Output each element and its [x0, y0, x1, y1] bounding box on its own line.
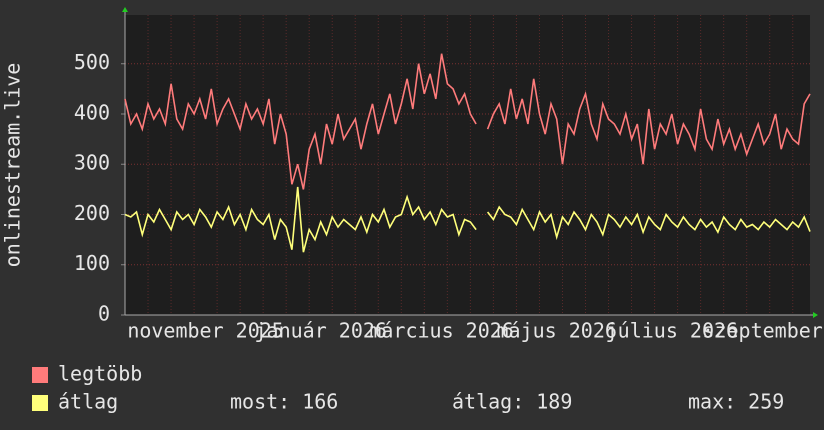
plot-area — [125, 15, 810, 315]
stat-label: max: — [688, 390, 736, 414]
stat-value: 189 — [536, 390, 572, 414]
series-line — [124, 186, 477, 253]
stat-label: átlag: — [452, 390, 524, 414]
series-line — [124, 53, 477, 190]
legend-label: legtöbb — [58, 362, 142, 386]
series-line — [486, 205, 811, 241]
x-tick-label: július 2026 — [606, 319, 738, 343]
axis-arrow — [122, 7, 128, 12]
axis-arrow — [813, 312, 818, 318]
x-tick-label: május 2026 — [497, 319, 617, 343]
stat-value: 166 — [302, 390, 338, 414]
stat-value: 259 — [748, 390, 784, 414]
legend-swatch — [32, 395, 48, 411]
y-tick-label: 500 — [74, 50, 110, 74]
legend-swatch — [32, 367, 48, 383]
series-line — [486, 78, 811, 165]
x-tick-label: szeptember 2026 — [702, 319, 824, 343]
y-tick-label: 200 — [74, 201, 110, 225]
legend-label: átlag — [58, 390, 118, 414]
y-axis-label: onlinestream.live — [1, 63, 25, 268]
y-tick-label: 400 — [74, 100, 110, 124]
x-tick-label: november 2025 — [127, 319, 284, 343]
y-tick-label: 100 — [74, 251, 110, 275]
stat-label: most: — [230, 390, 290, 414]
y-tick-label: 0 — [98, 302, 110, 326]
y-tick-label: 300 — [74, 151, 110, 175]
x-tick-label: január 2026 — [254, 319, 386, 343]
x-tick-label: március 2026 — [369, 319, 514, 343]
